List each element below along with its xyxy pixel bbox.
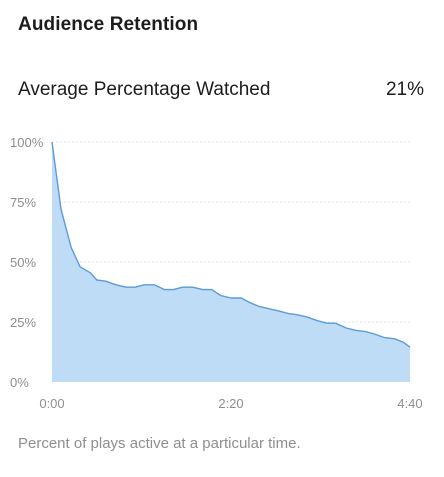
x-tick-label-1: 2:20 — [218, 396, 243, 411]
retention-chart: 0% 25% 50% 75% 100% 0:00 2:20 4:40 — [0, 120, 444, 420]
x-tick-label-2: 4:40 — [397, 396, 422, 411]
average-percentage-row: Average Percentage Watched 21% — [18, 77, 424, 103]
y-tick-label-25: 25% — [10, 315, 36, 330]
y-tick-label-75: 75% — [10, 195, 36, 210]
chart-title: Audience Retention — [18, 14, 199, 35]
retention-chart-svg: 0% 25% 50% 75% 100% 0:00 2:20 4:40 — [10, 135, 423, 411]
y-tick-label-50: 50% — [10, 255, 36, 270]
y-tick-label-0: 0% — [10, 375, 29, 390]
average-percentage-label: Average Percentage Watched — [18, 79, 271, 100]
y-tick-label-100: 100% — [10, 135, 44, 150]
x-tick-label-0: 0:00 — [39, 396, 64, 411]
chart-caption: Percent of plays active at a particular … — [18, 435, 301, 452]
retention-line — [51, 141, 411, 348]
average-percentage-value: 21% — [385, 79, 424, 100]
